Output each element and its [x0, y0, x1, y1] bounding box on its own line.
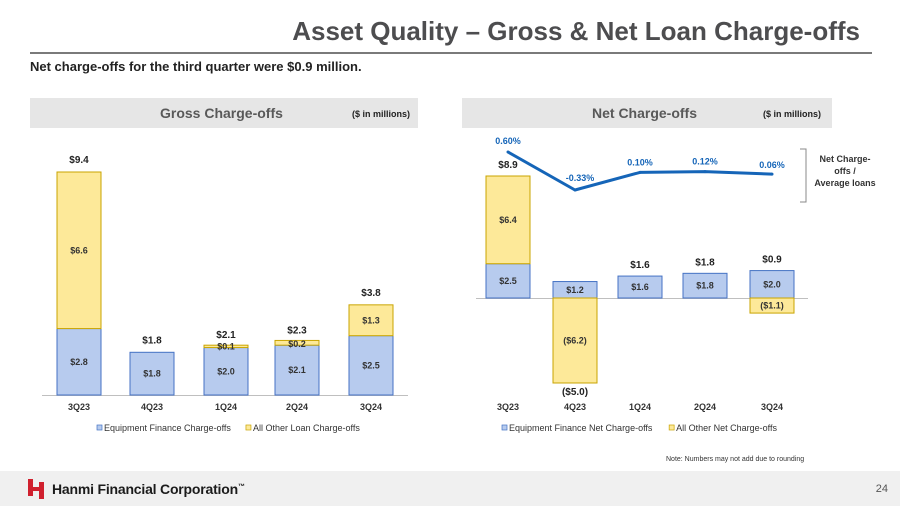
net-x-tick-1Q24: 1Q24: [629, 402, 651, 412]
net-bar-label-other-3Q23: $6.4: [499, 215, 517, 225]
net-ratio-label-2Q24: 0.12%: [692, 157, 718, 167]
net-x-tick-3Q24: 3Q24: [761, 402, 783, 412]
net-legend-swatch-0: [501, 424, 508, 431]
net-x-tick-4Q23: 4Q23: [564, 402, 586, 412]
title-divider: [30, 52, 872, 54]
gross-bar-equipment-4Q23: [129, 351, 175, 396]
net-legend-swatch-1: [668, 424, 675, 431]
gross-bar-other-1Q24: [203, 344, 249, 349]
net-bar-other-4Q23: [552, 297, 598, 384]
net-bar-label-equipment-2Q24: $1.8: [696, 281, 714, 291]
gross-bar-label-equipment-4Q23: $1.8: [143, 369, 161, 379]
net-bar-other-3Q23: [485, 175, 531, 265]
net-total-label-4Q23: ($5.0): [562, 387, 588, 398]
net-bar-other-3Q24: [749, 297, 795, 314]
gross-bar-label-equipment-3Q23: $2.8: [70, 357, 88, 367]
net-bar-equipment-3Q23: [485, 263, 531, 299]
net-ratio-label-3Q23: 0.60%: [495, 136, 521, 146]
gross-x-tick-1Q24: 1Q24: [215, 402, 237, 412]
net-ratio-legend-line-2: Average loans: [814, 178, 875, 188]
net-total-label-3Q24: $0.9: [762, 255, 782, 266]
gross-chart-title: Gross Charge-offs: [160, 105, 283, 121]
net-ratio-point-1Q24: [638, 170, 642, 174]
gross-bar-equipment-1Q24: [203, 347, 249, 396]
gross-x-tick-4Q23: 4Q23: [141, 402, 163, 412]
net-chart-title: Net Charge-offs: [592, 105, 698, 121]
gross-bar-label-other-3Q23: $6.6: [70, 245, 88, 255]
gross-total-label-3Q24: $3.8: [361, 288, 381, 299]
gross-legend-swatch-0: [96, 424, 103, 431]
net-ratio-label-1Q24: 0.10%: [627, 157, 653, 167]
gross-chart-units: ($ in millions): [352, 109, 411, 119]
gross-bar-label-other-1Q24: $0.1: [217, 342, 235, 352]
company-logo-text: Hanmi Financial Corporation™: [52, 481, 245, 497]
page-number: 24: [875, 483, 888, 495]
net-bar-label-equipment-3Q23: $2.5: [499, 276, 517, 286]
gross-total-label-4Q23: $1.8: [142, 335, 162, 346]
hanmi-logo-icon: [28, 479, 44, 499]
net-total-label-2Q24: $1.8: [695, 257, 715, 268]
gross-bar-equipment-3Q23: [56, 328, 102, 396]
page-title: Asset Quality – Gross & Net Loan Charge-…: [292, 16, 860, 46]
net-ratio-point-3Q24: [770, 172, 774, 176]
gross-legend-swatch-1: [245, 424, 252, 431]
gross-x-tick-3Q24: 3Q24: [360, 402, 382, 412]
net-legend-label-0: Equipment Finance Net Charge-offs: [509, 423, 653, 433]
net-chart-units: ($ in millions): [763, 109, 822, 119]
gross-x-tick-3Q23: 3Q23: [68, 402, 90, 412]
gross-bar-label-equipment-1Q24: $2.0: [217, 366, 235, 376]
net-ratio-label-3Q24: 0.06%: [759, 160, 785, 170]
net-total-label-3Q23: $8.9: [498, 160, 518, 171]
trademark-mark: ™: [237, 483, 245, 491]
gross-bar-other-3Q23: [56, 171, 102, 330]
net-chart-header: Net Charge-offs ($ in millions): [462, 98, 832, 128]
net-ratio-label-4Q23: -0.33%: [566, 173, 595, 183]
gross-total-label-1Q24: $2.1: [216, 330, 236, 341]
net-bar-label-equipment-4Q23: $1.2: [566, 285, 584, 295]
net-bar-label-other-4Q23: ($6.2): [563, 335, 587, 345]
gross-chart-header: Gross Charge-offs ($ in millions): [30, 98, 418, 128]
net-ratio-bracket: [800, 148, 807, 203]
net-ratio-legend-line-1: offs /: [834, 166, 856, 176]
net-bar-label-other-3Q24: ($1.1): [760, 301, 784, 311]
gross-bar-label-other-2Q24: $0.2: [288, 339, 306, 349]
gross-legend-label-1: All Other Loan Charge-offs: [253, 423, 360, 433]
net-legend-label-1: All Other Net Charge-offs: [676, 423, 777, 433]
net-ratio-point-4Q23: [573, 188, 577, 192]
gross-legend-label-0: Equipment Finance Charge-offs: [104, 423, 231, 433]
gross-bar-label-other-3Q24: $1.3: [362, 315, 380, 325]
page-subtitle: Net charge-offs for the third quarter we…: [30, 59, 362, 74]
net-bar-label-equipment-1Q24: $1.6: [631, 282, 649, 292]
gross-total-label-2Q24: $2.3: [287, 325, 307, 336]
net-bar-label-equipment-3Q24: $2.0: [763, 279, 781, 289]
rounding-note: Note: Numbers may not add due to roundin…: [666, 456, 805, 463]
gross-bar-label-equipment-2Q24: $2.1: [288, 365, 306, 375]
net-x-tick-2Q24: 2Q24: [694, 402, 716, 412]
gross-bar-other-2Q24: [274, 339, 320, 346]
net-bar-equipment-2Q24: [682, 272, 728, 299]
net-total-label-1Q24: $1.6: [630, 260, 650, 271]
net-bar-equipment-1Q24: [617, 275, 663, 299]
net-bar-equipment-3Q24: [749, 270, 795, 299]
gross-bar-other-3Q24: [348, 304, 394, 337]
net-ratio-point-3Q23: [506, 150, 510, 154]
gross-bar-label-equipment-3Q24: $2.5: [362, 360, 380, 370]
footer-bar: Hanmi Financial Corporation™ 24: [0, 471, 900, 506]
net-x-tick-3Q23: 3Q23: [497, 402, 519, 412]
net-ratio-legend-line-0: Net Charge-: [819, 154, 870, 164]
net-ratio-point-2Q24: [703, 170, 707, 174]
gross-total-label-3Q23: $9.4: [69, 155, 89, 166]
gross-x-tick-2Q24: 2Q24: [286, 402, 308, 412]
